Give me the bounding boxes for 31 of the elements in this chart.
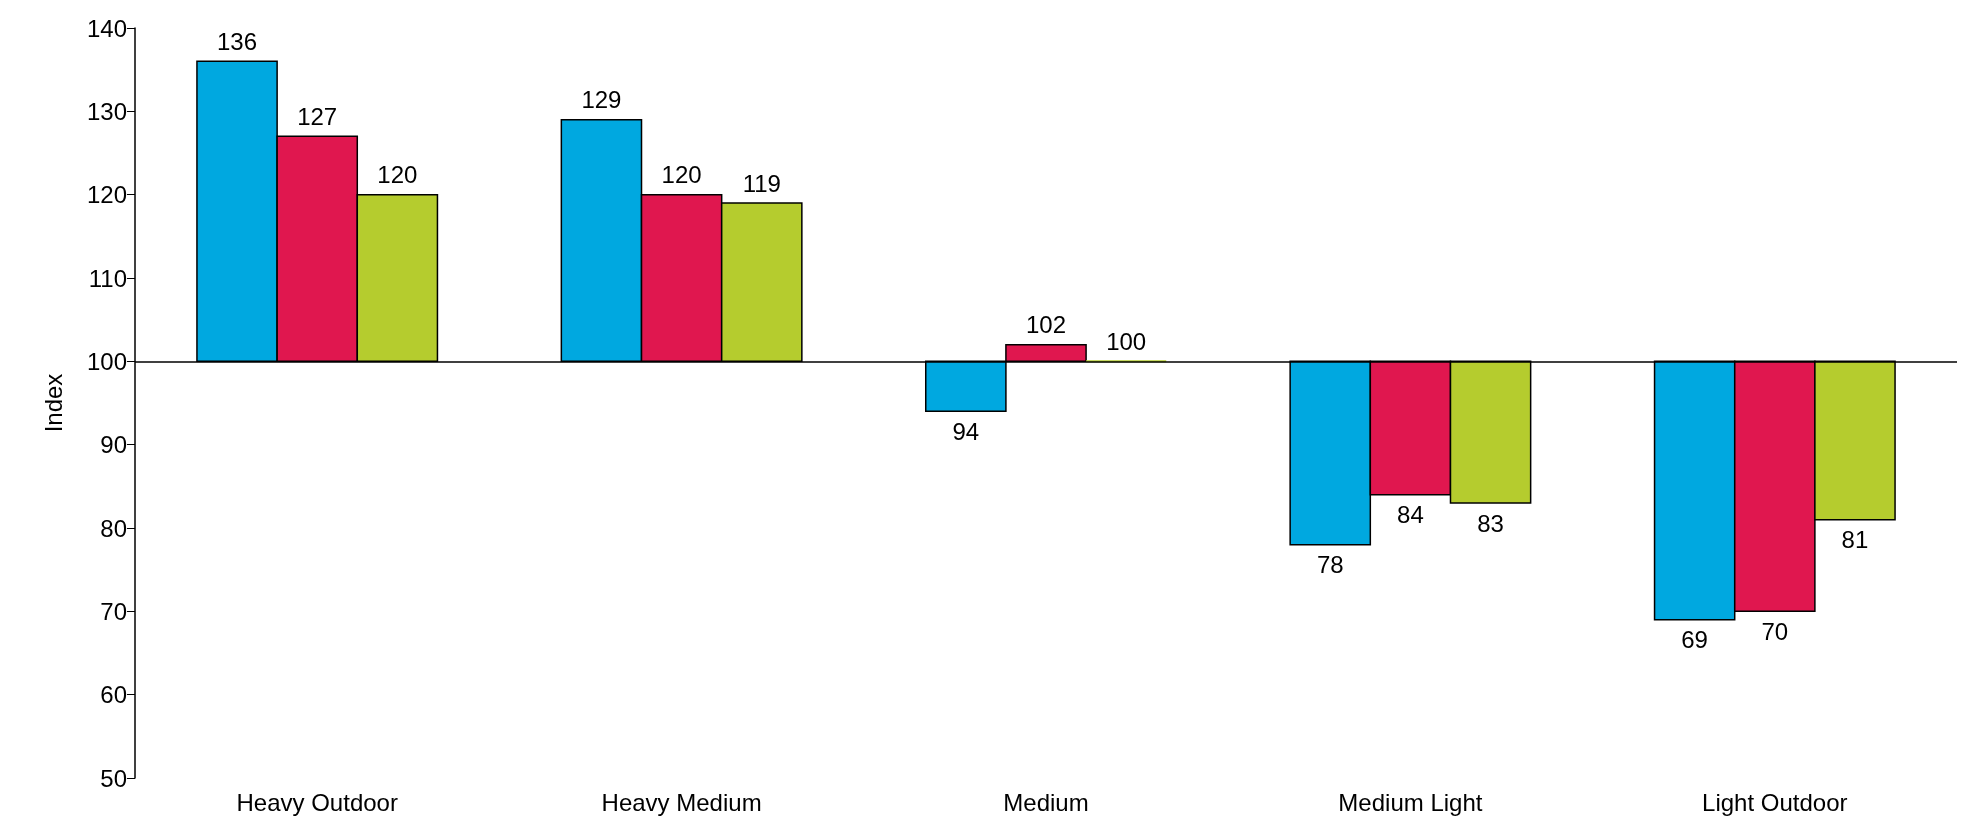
x-tick-label: Medium Light	[1338, 788, 1483, 816]
x-tick-label: Heavy Outdoor	[236, 788, 398, 816]
data-label: 129	[581, 86, 622, 114]
data-label: 120	[661, 161, 702, 189]
x-tick-label: Light Outdoor	[1702, 788, 1848, 816]
data-label: 94	[952, 417, 980, 445]
y-tick-label: 130	[86, 97, 127, 125]
y-tick-label: 60	[100, 681, 127, 709]
x-tick-label: Heavy Medium	[601, 788, 762, 816]
x-tick-label: Medium	[1003, 788, 1089, 816]
y-tick-label: 70	[100, 597, 127, 625]
data-label: 70	[1761, 617, 1789, 645]
y-tick-label: 100	[86, 347, 127, 375]
y-tick-label: 120	[86, 181, 127, 209]
data-label: 102	[1025, 311, 1067, 339]
y-tick-label: 140	[86, 14, 127, 42]
data-label: 81	[1841, 526, 1869, 554]
data-label: 127	[297, 102, 338, 130]
y-tick-label: 50	[100, 764, 127, 792]
data-label: 83	[1477, 509, 1504, 537]
data-label: 136	[217, 27, 258, 55]
data-label: 78	[1316, 551, 1344, 579]
y-tick-label: 90	[100, 431, 127, 459]
data-label: 120	[377, 161, 418, 189]
y-axis-title: Index	[39, 373, 67, 433]
data-label: 119	[742, 169, 781, 197]
data-label: 69	[1681, 626, 1708, 654]
y-tick-label: 110	[88, 264, 127, 292]
y-tick-label: 80	[100, 514, 127, 542]
data-label: 100	[1106, 327, 1147, 355]
data-label: 84	[1397, 501, 1424, 529]
